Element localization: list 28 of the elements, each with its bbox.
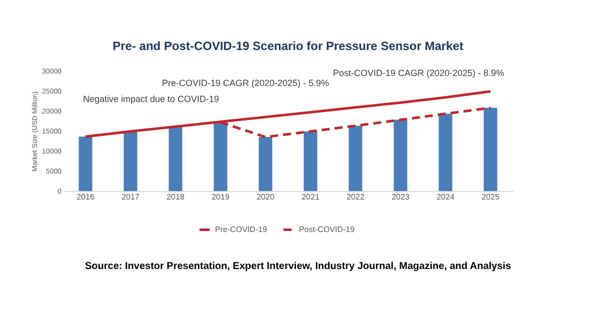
bar — [484, 108, 498, 191]
x-tick-label: 2022 — [346, 192, 365, 202]
bar — [394, 120, 408, 191]
bar — [214, 122, 228, 191]
x-tick-label: 2020 — [256, 192, 275, 202]
x-tick-label: 2019 — [212, 192, 230, 202]
x-tick-label: 2018 — [166, 192, 185, 202]
bar — [78, 136, 92, 191]
bar — [348, 126, 362, 191]
annotation: Pre-COVID-19 CAGR (2020-2025) - 5.9% — [162, 78, 330, 88]
bar — [438, 114, 452, 191]
bar — [258, 137, 272, 191]
line-series — [84, 90, 492, 138]
legend-label: Pre-COVID-19 — [215, 224, 268, 234]
annotation: Post-COVID-19 CAGR (2020-2025) - 8.9% — [333, 68, 504, 78]
source-note: Source: Investor Presentation, Expert Interview, Industry Journal, Magazine, and Analysis — [84, 261, 512, 272]
bar — [168, 127, 182, 191]
x-tick-label: 2024 — [436, 192, 455, 202]
annotation: Negative impact due to COVID-19 — [83, 94, 220, 104]
bar — [124, 131, 138, 191]
x-tick-label: 2025 — [482, 192, 500, 202]
legend-label: Post-COVID-19 — [299, 224, 356, 234]
x-tick-label: 2016 — [76, 192, 95, 202]
x-tick-label: 2017 — [122, 192, 140, 202]
x-tick-label: 2023 — [392, 192, 410, 202]
chart-title: Pre- and Post-COVID-19 Scenario for Pressure Sensor Market — [112, 39, 464, 53]
bar — [304, 131, 318, 191]
x-tick-label: 2021 — [302, 192, 320, 202]
